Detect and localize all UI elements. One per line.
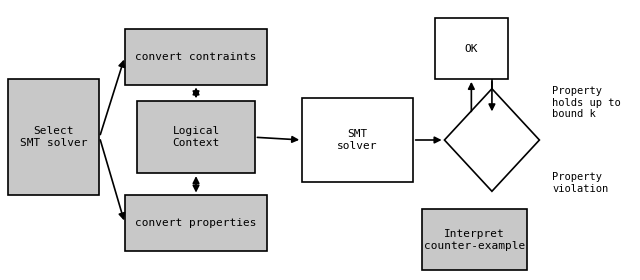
Text: convert properties: convert properties xyxy=(135,218,257,228)
Text: Property
holds up to
bound k: Property holds up to bound k xyxy=(552,86,621,119)
Polygon shape xyxy=(444,89,540,191)
Bar xyxy=(435,18,508,79)
Text: Interpret
counter-example: Interpret counter-example xyxy=(424,229,525,251)
Text: OK: OK xyxy=(465,43,478,53)
Bar xyxy=(125,29,268,85)
Bar xyxy=(422,209,527,270)
Bar xyxy=(302,98,413,182)
Text: Property
violation: Property violation xyxy=(552,172,608,194)
Text: convert contraints: convert contraints xyxy=(135,52,257,62)
Text: Logical
Context: Logical Context xyxy=(172,127,220,148)
Bar xyxy=(8,79,99,195)
Bar xyxy=(138,101,255,173)
Text: Select
SMT solver: Select SMT solver xyxy=(20,127,87,148)
Bar xyxy=(125,195,268,251)
Text: SMT
solver: SMT solver xyxy=(337,129,378,151)
